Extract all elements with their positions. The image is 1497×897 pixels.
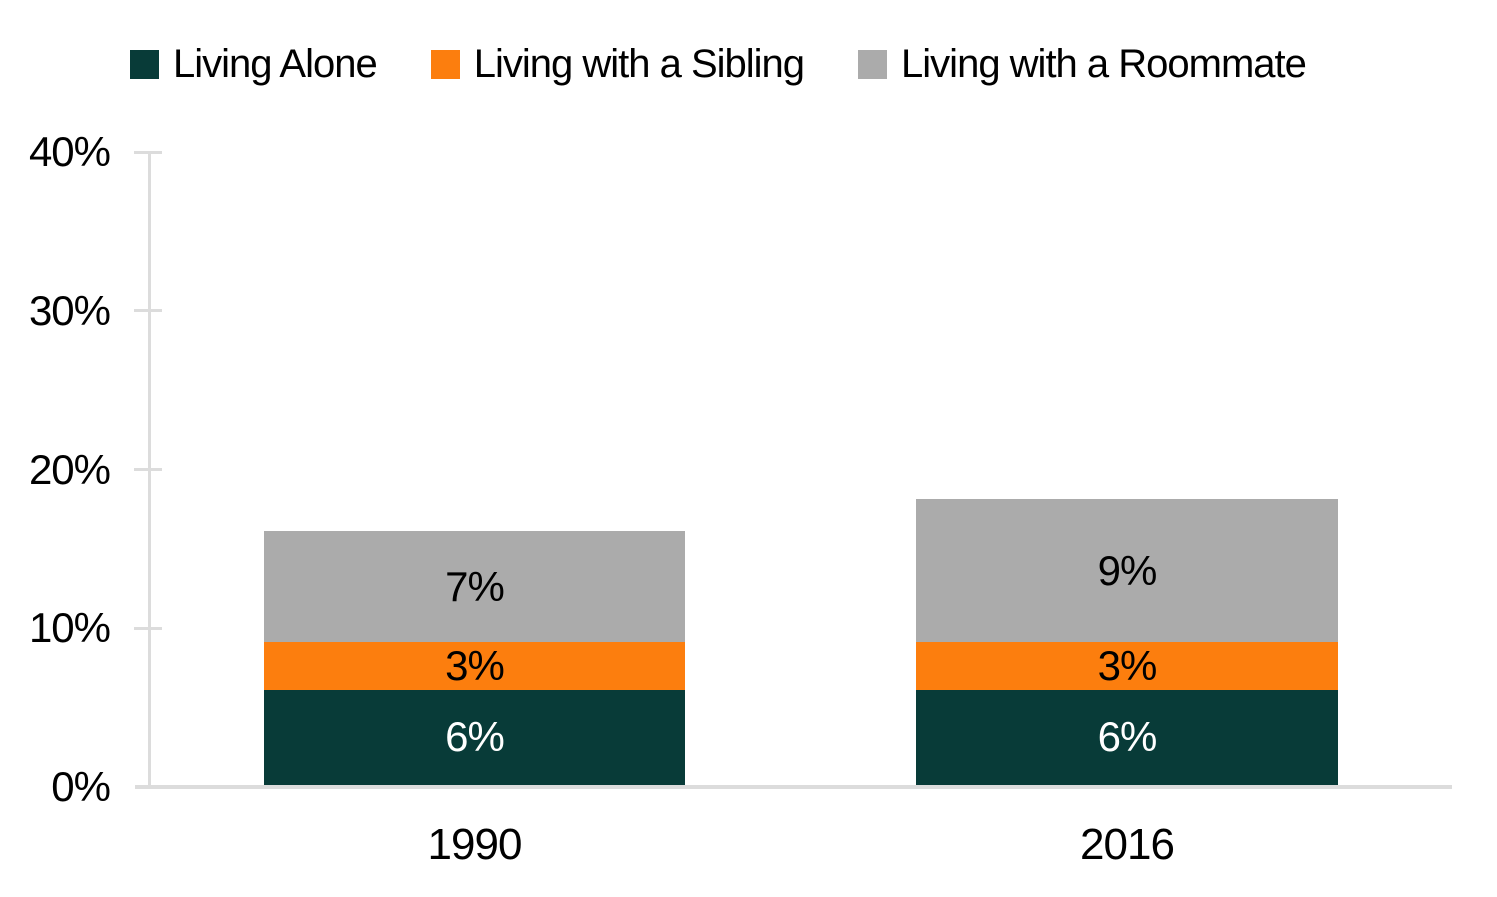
legend-item-label: Living with a Sibling <box>473 42 805 86</box>
bar-segment-living-with-a-sibling: 3% <box>916 642 1338 690</box>
legend-swatch-icon <box>858 49 888 79</box>
x-axis-category-label: 2016 <box>1080 820 1175 869</box>
bar-segment-value-label: 7% <box>445 562 505 610</box>
bar-segment-value-label: 6% <box>1097 713 1158 761</box>
bar-segment-value-label: 3% <box>1097 641 1158 689</box>
bar-segment-value-label: 6% <box>445 713 505 761</box>
bar-segment-value-label: 9% <box>1097 546 1158 594</box>
legend-item: Living with a Roommate <box>858 42 1307 86</box>
y-axis-tick-label: 40% <box>28 128 111 175</box>
bar-segment-living-with-a-roommate: 9% <box>916 499 1338 643</box>
legend-swatch-icon <box>430 49 460 79</box>
y-axis-tick-label: 30% <box>28 286 111 334</box>
x-axis-category-label: 1990 <box>427 820 523 869</box>
bar-segment-living-with-a-sibling: 3% <box>264 642 685 690</box>
y-axis-tick-label: 10% <box>28 604 111 652</box>
legend-item-label: Living with a Roommate <box>901 42 1307 86</box>
y-axis-tick-label: 0% <box>51 763 111 810</box>
legend-swatch-icon <box>130 49 159 79</box>
bar-segment-value-label: 3% <box>445 641 505 689</box>
legend-item: Living with a Sibling <box>430 42 805 86</box>
bar-segment-living-with-a-roommate: 7% <box>264 531 685 643</box>
y-axis-tick-label: 20% <box>28 445 111 493</box>
bar-segment-living-alone: 6% <box>264 689 685 785</box>
bar-segment-living-alone: 6% <box>916 689 1338 785</box>
legend: Living Alone Living with a Sibling Living … <box>130 42 1307 86</box>
legend-item: Living Alone <box>130 42 378 86</box>
x-axis-line <box>135 785 1452 789</box>
y-axis-line <box>148 152 151 789</box>
legend-item-label: Living Alone <box>173 42 378 86</box>
